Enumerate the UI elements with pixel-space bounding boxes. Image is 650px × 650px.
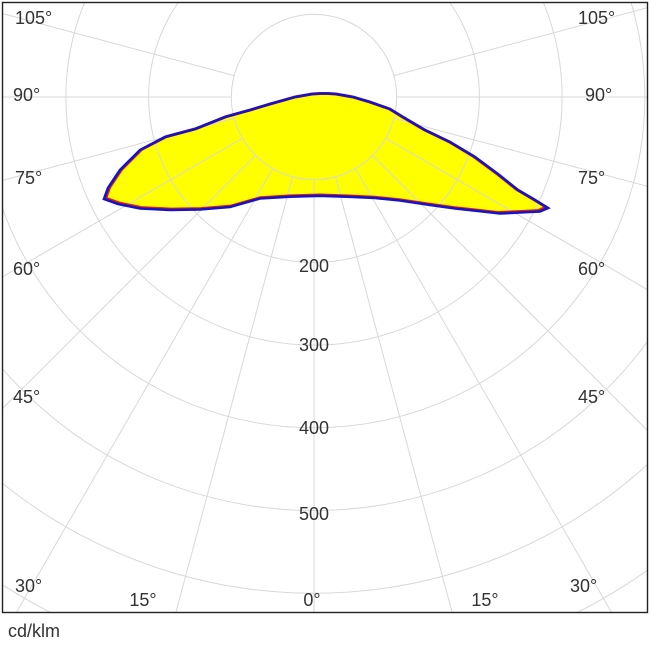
svg-text:60°: 60° <box>13 259 40 279</box>
svg-text:90°: 90° <box>13 85 40 105</box>
svg-text:400: 400 <box>299 418 329 438</box>
svg-text:75°: 75° <box>578 168 605 188</box>
svg-text:105°: 105° <box>578 8 615 28</box>
svg-text:45°: 45° <box>578 387 605 407</box>
svg-text:45°: 45° <box>13 387 40 407</box>
svg-text:15°: 15° <box>129 590 156 610</box>
svg-text:90°: 90° <box>585 85 612 105</box>
svg-text:75°: 75° <box>15 168 42 188</box>
svg-text:30°: 30° <box>570 576 597 596</box>
svg-text:60°: 60° <box>578 259 605 279</box>
svg-text:0°: 0° <box>303 590 320 610</box>
svg-text:cd/klm: cd/klm <box>8 621 60 641</box>
svg-text:500: 500 <box>299 504 329 524</box>
svg-text:15°: 15° <box>471 590 498 610</box>
svg-text:30°: 30° <box>15 576 42 596</box>
svg-text:105°: 105° <box>15 8 52 28</box>
svg-text:200: 200 <box>299 256 329 276</box>
svg-text:300: 300 <box>299 335 329 355</box>
